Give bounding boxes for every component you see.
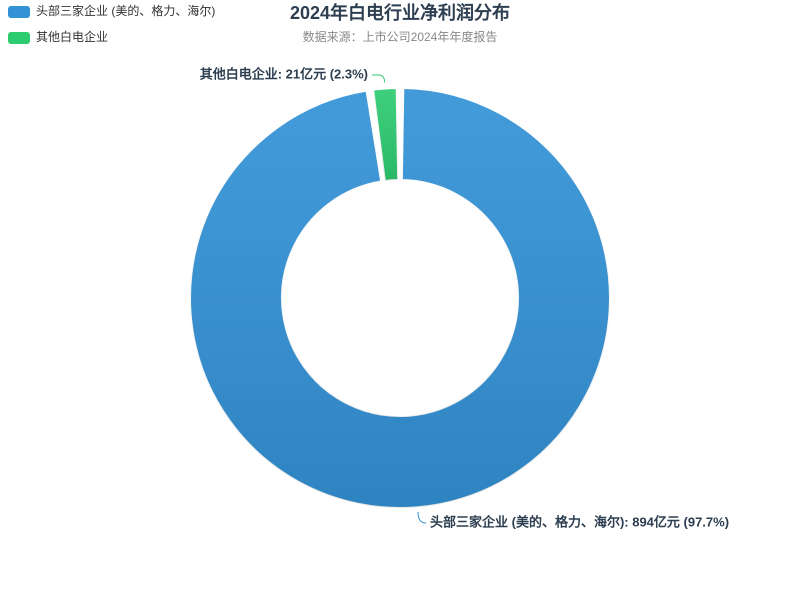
legend-swatch[interactable] [8, 32, 30, 44]
label-leader [417, 511, 427, 524]
legend-swatch[interactable] [8, 6, 30, 18]
data-label: 其他白电企业: 21亿元 (2.3%) [200, 66, 368, 81]
chart-title: 2024年白电行业净利润分布 [290, 2, 510, 23]
chart-subtitle: 数据来源：上市公司2024年年度报告 [303, 29, 498, 44]
legend-label[interactable]: 其他白电企业 [36, 29, 108, 44]
donut-slice[interactable] [189, 87, 611, 509]
data-label: 头部三家企业 (美的、格力、海尔): 894亿元 (97.7%) [430, 514, 729, 529]
legend-label[interactable]: 头部三家企业 (美的、格力、海尔) [36, 3, 215, 18]
label-leader [372, 74, 385, 83]
